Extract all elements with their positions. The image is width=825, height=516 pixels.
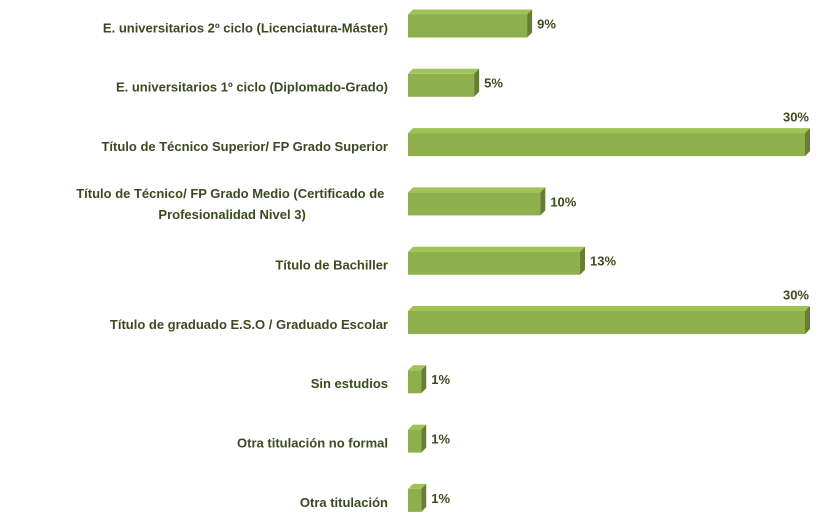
bar-front	[408, 370, 422, 394]
bar-side	[421, 483, 427, 512]
bar-side	[421, 365, 427, 394]
bar-front	[408, 133, 805, 157]
bar-top	[408, 9, 533, 15]
bar-side	[421, 424, 427, 453]
bar-side	[474, 68, 480, 97]
bar-front	[408, 14, 528, 38]
category-label: Otra titulación no formal	[237, 436, 388, 451]
value-label: 13%	[590, 254, 616, 269]
category-label: E. universitarios 2º ciclo (Licenciatura…	[103, 20, 388, 35]
bar-top	[408, 68, 480, 74]
bar-top	[408, 306, 810, 311]
bar-front	[408, 73, 475, 97]
value-label: 5%	[484, 76, 503, 91]
bar	[408, 424, 427, 453]
bar-side	[540, 187, 546, 216]
bar	[408, 187, 546, 216]
bar-front	[408, 192, 541, 216]
bar-top	[408, 187, 546, 193]
value-label: 1%	[431, 491, 450, 506]
bar-side	[580, 246, 586, 275]
bar	[408, 246, 586, 275]
bar-front	[408, 488, 422, 512]
bar-front	[408, 429, 422, 453]
bar-top	[408, 483, 427, 489]
value-label: 1%	[431, 372, 450, 387]
category-label: E. universitarios 1º ciclo (Diplomado-Gr…	[116, 80, 388, 95]
bar-top	[408, 424, 427, 430]
bar-front	[408, 311, 805, 334]
bar-side	[805, 306, 810, 334]
bar	[408, 306, 810, 334]
category-label: Título de Bachiller	[275, 258, 388, 273]
bar-side	[527, 9, 533, 38]
bar-front	[408, 251, 581, 275]
value-label: 30%	[783, 287, 809, 302]
value-label: 30%	[783, 110, 809, 125]
category-label: Título de Técnico/ FP Grado Medio (Certi…	[76, 186, 388, 222]
bar	[408, 483, 427, 512]
category-label: Otra titulación	[300, 495, 388, 510]
bar	[408, 365, 427, 394]
category-label: Título de Técnico Superior/ FP Grado Sup…	[101, 139, 388, 154]
category-label: Sin estudios	[311, 376, 388, 391]
value-label: 9%	[537, 16, 556, 31]
bar-top	[408, 128, 810, 134]
bar-side	[805, 128, 810, 157]
bar	[408, 9, 533, 38]
bar	[408, 128, 810, 157]
value-label: 10%	[550, 194, 576, 209]
bar	[408, 68, 480, 97]
bar-top	[408, 365, 427, 371]
category-label: Título de graduado E.S.O / Graduado Esco…	[110, 317, 388, 332]
value-label: 1%	[431, 432, 450, 447]
bar-top	[408, 246, 586, 252]
